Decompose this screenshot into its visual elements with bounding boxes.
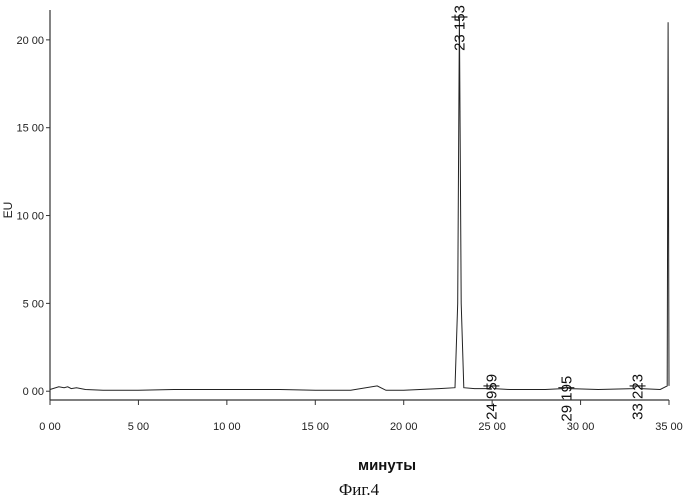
axes xyxy=(50,10,669,400)
peak-label: 24 959 xyxy=(483,374,500,420)
x-ticks: 0 00 5 00 10 00 15 00 20 00 25 00 30 00 35 00 xyxy=(39,400,682,433)
x-tick-label: 10 00 xyxy=(213,421,241,433)
chromatogram-trace xyxy=(50,17,669,390)
x-tick-label: 0 00 xyxy=(39,421,60,433)
y-ticks: 0 00 5 00 10 00 15 00 20 00 xyxy=(16,35,50,398)
x-tick-label: 25 00 xyxy=(478,421,506,433)
peak-marker: 29 195 xyxy=(558,376,575,422)
peak-label: 29 195 xyxy=(558,376,575,422)
x-tick-label: 30 00 xyxy=(567,421,595,433)
x-tick-label: 20 00 xyxy=(390,421,418,433)
y-axis-label: EU xyxy=(1,202,15,219)
x-axis-label: минуты xyxy=(358,457,416,474)
x-tick-label: 5 00 xyxy=(128,421,149,433)
peak-labels: 23 153 24 959 29 195 33 223 xyxy=(451,5,646,422)
peak-marker: 33 223 xyxy=(630,374,647,420)
peak-label: 33 223 xyxy=(630,374,647,420)
peak-marker: 24 959 xyxy=(483,374,500,420)
y-tick-label: 0 00 xyxy=(23,386,44,398)
x-tick-label: 15 00 xyxy=(302,421,330,433)
peak-label: 23 153 xyxy=(451,5,468,51)
x-tick-label: 35 00 xyxy=(655,421,683,433)
y-tick-label: 5 00 xyxy=(23,298,44,310)
figure-caption: Фиг.4 xyxy=(339,480,380,499)
y-tick-label: 15 00 xyxy=(16,123,44,135)
y-tick-label: 20 00 xyxy=(16,35,44,47)
y-tick-label: 10 00 xyxy=(16,211,44,223)
peak-marker: 23 153 xyxy=(451,5,468,51)
